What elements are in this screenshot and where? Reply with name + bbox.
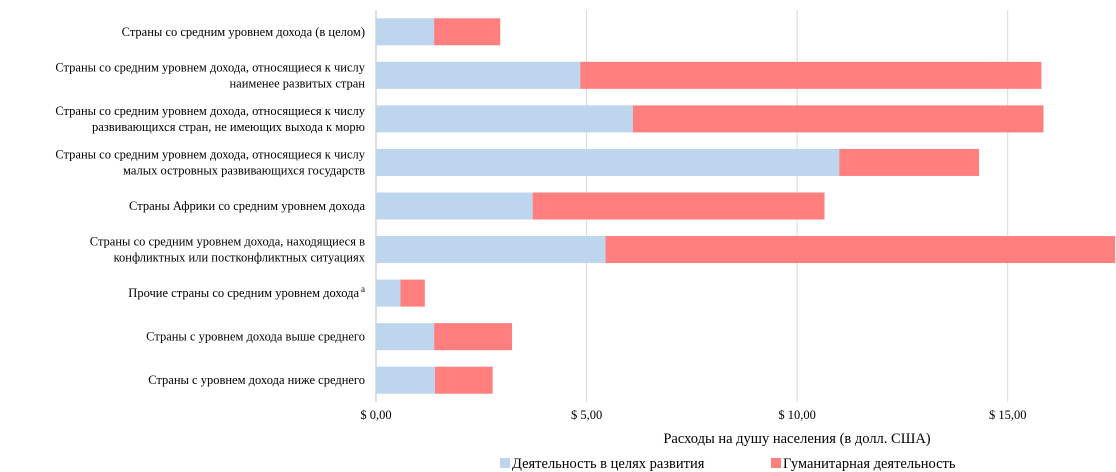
x-tick-label: $ 5,00 (571, 408, 602, 422)
x-tick-label: $ 10,00 (778, 408, 816, 422)
x-tick-label: $ 0,00 (360, 408, 391, 422)
x-tick-label: $ 15,00 (989, 408, 1027, 422)
bar-humanitarian (605, 236, 1116, 264)
category-label: Страны со средним уровнем дохода, относя… (55, 147, 365, 177)
category-labels: Страны со средним уровнем дохода (в цело… (55, 25, 365, 387)
category-label: Страны со средним уровнем дохода, относя… (55, 104, 365, 134)
bar-humanitarian (632, 105, 1044, 133)
bar-development (376, 148, 840, 176)
bar-development (376, 105, 633, 133)
bar-development (376, 61, 581, 89)
category-label: Страны со средним уровнем дохода, находя… (90, 235, 366, 265)
x-tick-labels: $ 0,00 $ 5,00 $ 10,00 $ 15,00 (360, 408, 1026, 422)
bar-humanitarian (580, 61, 1042, 89)
legend-label-development: Деятельность в целях развития (512, 456, 705, 472)
bar-humanitarian (839, 148, 980, 176)
bar-humanitarian (434, 323, 513, 351)
category-label: Страны со средним уровнем дохода (в цело… (122, 25, 365, 39)
category-label: Страны с уровнем дохода ниже среднего (148, 373, 365, 387)
bar-development (376, 366, 435, 394)
legend: Деятельность в целях развития Гуманитарн… (500, 456, 956, 472)
bar-humanitarian (434, 366, 493, 394)
legend-swatch-humanitarian (771, 458, 781, 468)
legend-swatch-development (500, 458, 510, 468)
bar-humanitarian (532, 192, 825, 220)
x-axis-label: Расходы на душу населения (в долл. США) (663, 431, 930, 447)
bar-development (376, 236, 606, 264)
bar-humanitarian (434, 18, 501, 46)
bar-development (376, 279, 401, 307)
category-label: Прочие страны со средним уровнем дохода a (128, 284, 365, 300)
category-label: Страны с уровнем дохода выше среднего (146, 330, 365, 344)
bar-development (376, 192, 533, 220)
bar-development (376, 18, 435, 46)
bar-humanitarian (400, 279, 425, 307)
category-label: Страны Африки со средним уровнем дохода (129, 199, 365, 213)
bar-development (376, 323, 435, 351)
legend-label-humanitarian: Гуманитарная деятельность (783, 456, 956, 472)
bars (376, 18, 1116, 394)
category-label: Страны со средним уровнем дохода, относя… (55, 60, 365, 90)
